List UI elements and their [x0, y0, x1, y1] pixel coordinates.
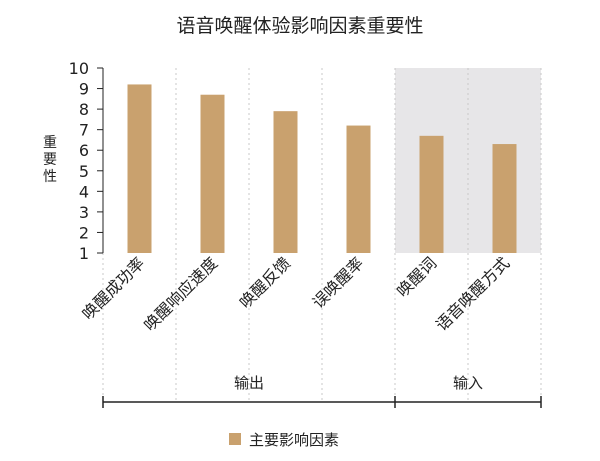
x-tick-label: 语音唤醒方式: [432, 253, 513, 334]
x-tick-label: 唤醒反馈: [236, 253, 295, 312]
y-axis-label-char: 性: [43, 169, 57, 185]
y-axis-label: 重要性: [43, 135, 57, 185]
x-tick-label: 唤醒响应速度: [140, 253, 221, 334]
y-tick-label: 3: [79, 203, 89, 222]
y-tick-label: 7: [79, 121, 89, 140]
legend-swatch: [229, 433, 241, 445]
bar: [273, 111, 298, 254]
y-tick-label: 10: [69, 59, 89, 78]
y-tick-label: 9: [79, 80, 89, 99]
y-tick-label: 2: [79, 223, 89, 242]
bar: [200, 94, 225, 253]
y-tick-label: 4: [79, 182, 89, 201]
bar: [492, 144, 517, 253]
input-group-shading: [395, 68, 541, 253]
x-tick-label: 唤醒成功率: [78, 253, 148, 323]
legend-label: 主要影响因素: [249, 431, 339, 449]
chart-title: 语音唤醒体验影响因素重要性: [176, 15, 423, 37]
y-tick-label: 1: [79, 244, 89, 263]
y-axis-label-char: 要: [43, 152, 57, 168]
bar: [127, 84, 152, 253]
category-guides: [102, 68, 542, 400]
y-axis: 1 23 45 67 89 10: [69, 59, 104, 263]
group-bracket: 输出 输入: [102, 374, 542, 408]
y-tick-label: 6: [79, 141, 89, 160]
bar: [419, 135, 444, 253]
x-tick-label: 唤醒词: [393, 253, 440, 300]
bar-series: [127, 84, 517, 254]
legend: 主要影响因素: [229, 431, 339, 449]
bar: [346, 125, 371, 253]
x-tick-label: 误唤醒率: [309, 253, 368, 312]
group-label: 输入: [453, 374, 483, 392]
y-tick-label: 5: [79, 162, 89, 181]
group-label: 输出: [234, 374, 264, 392]
y-tick-label: 8: [79, 100, 89, 119]
y-axis-label-char: 重: [43, 135, 57, 151]
